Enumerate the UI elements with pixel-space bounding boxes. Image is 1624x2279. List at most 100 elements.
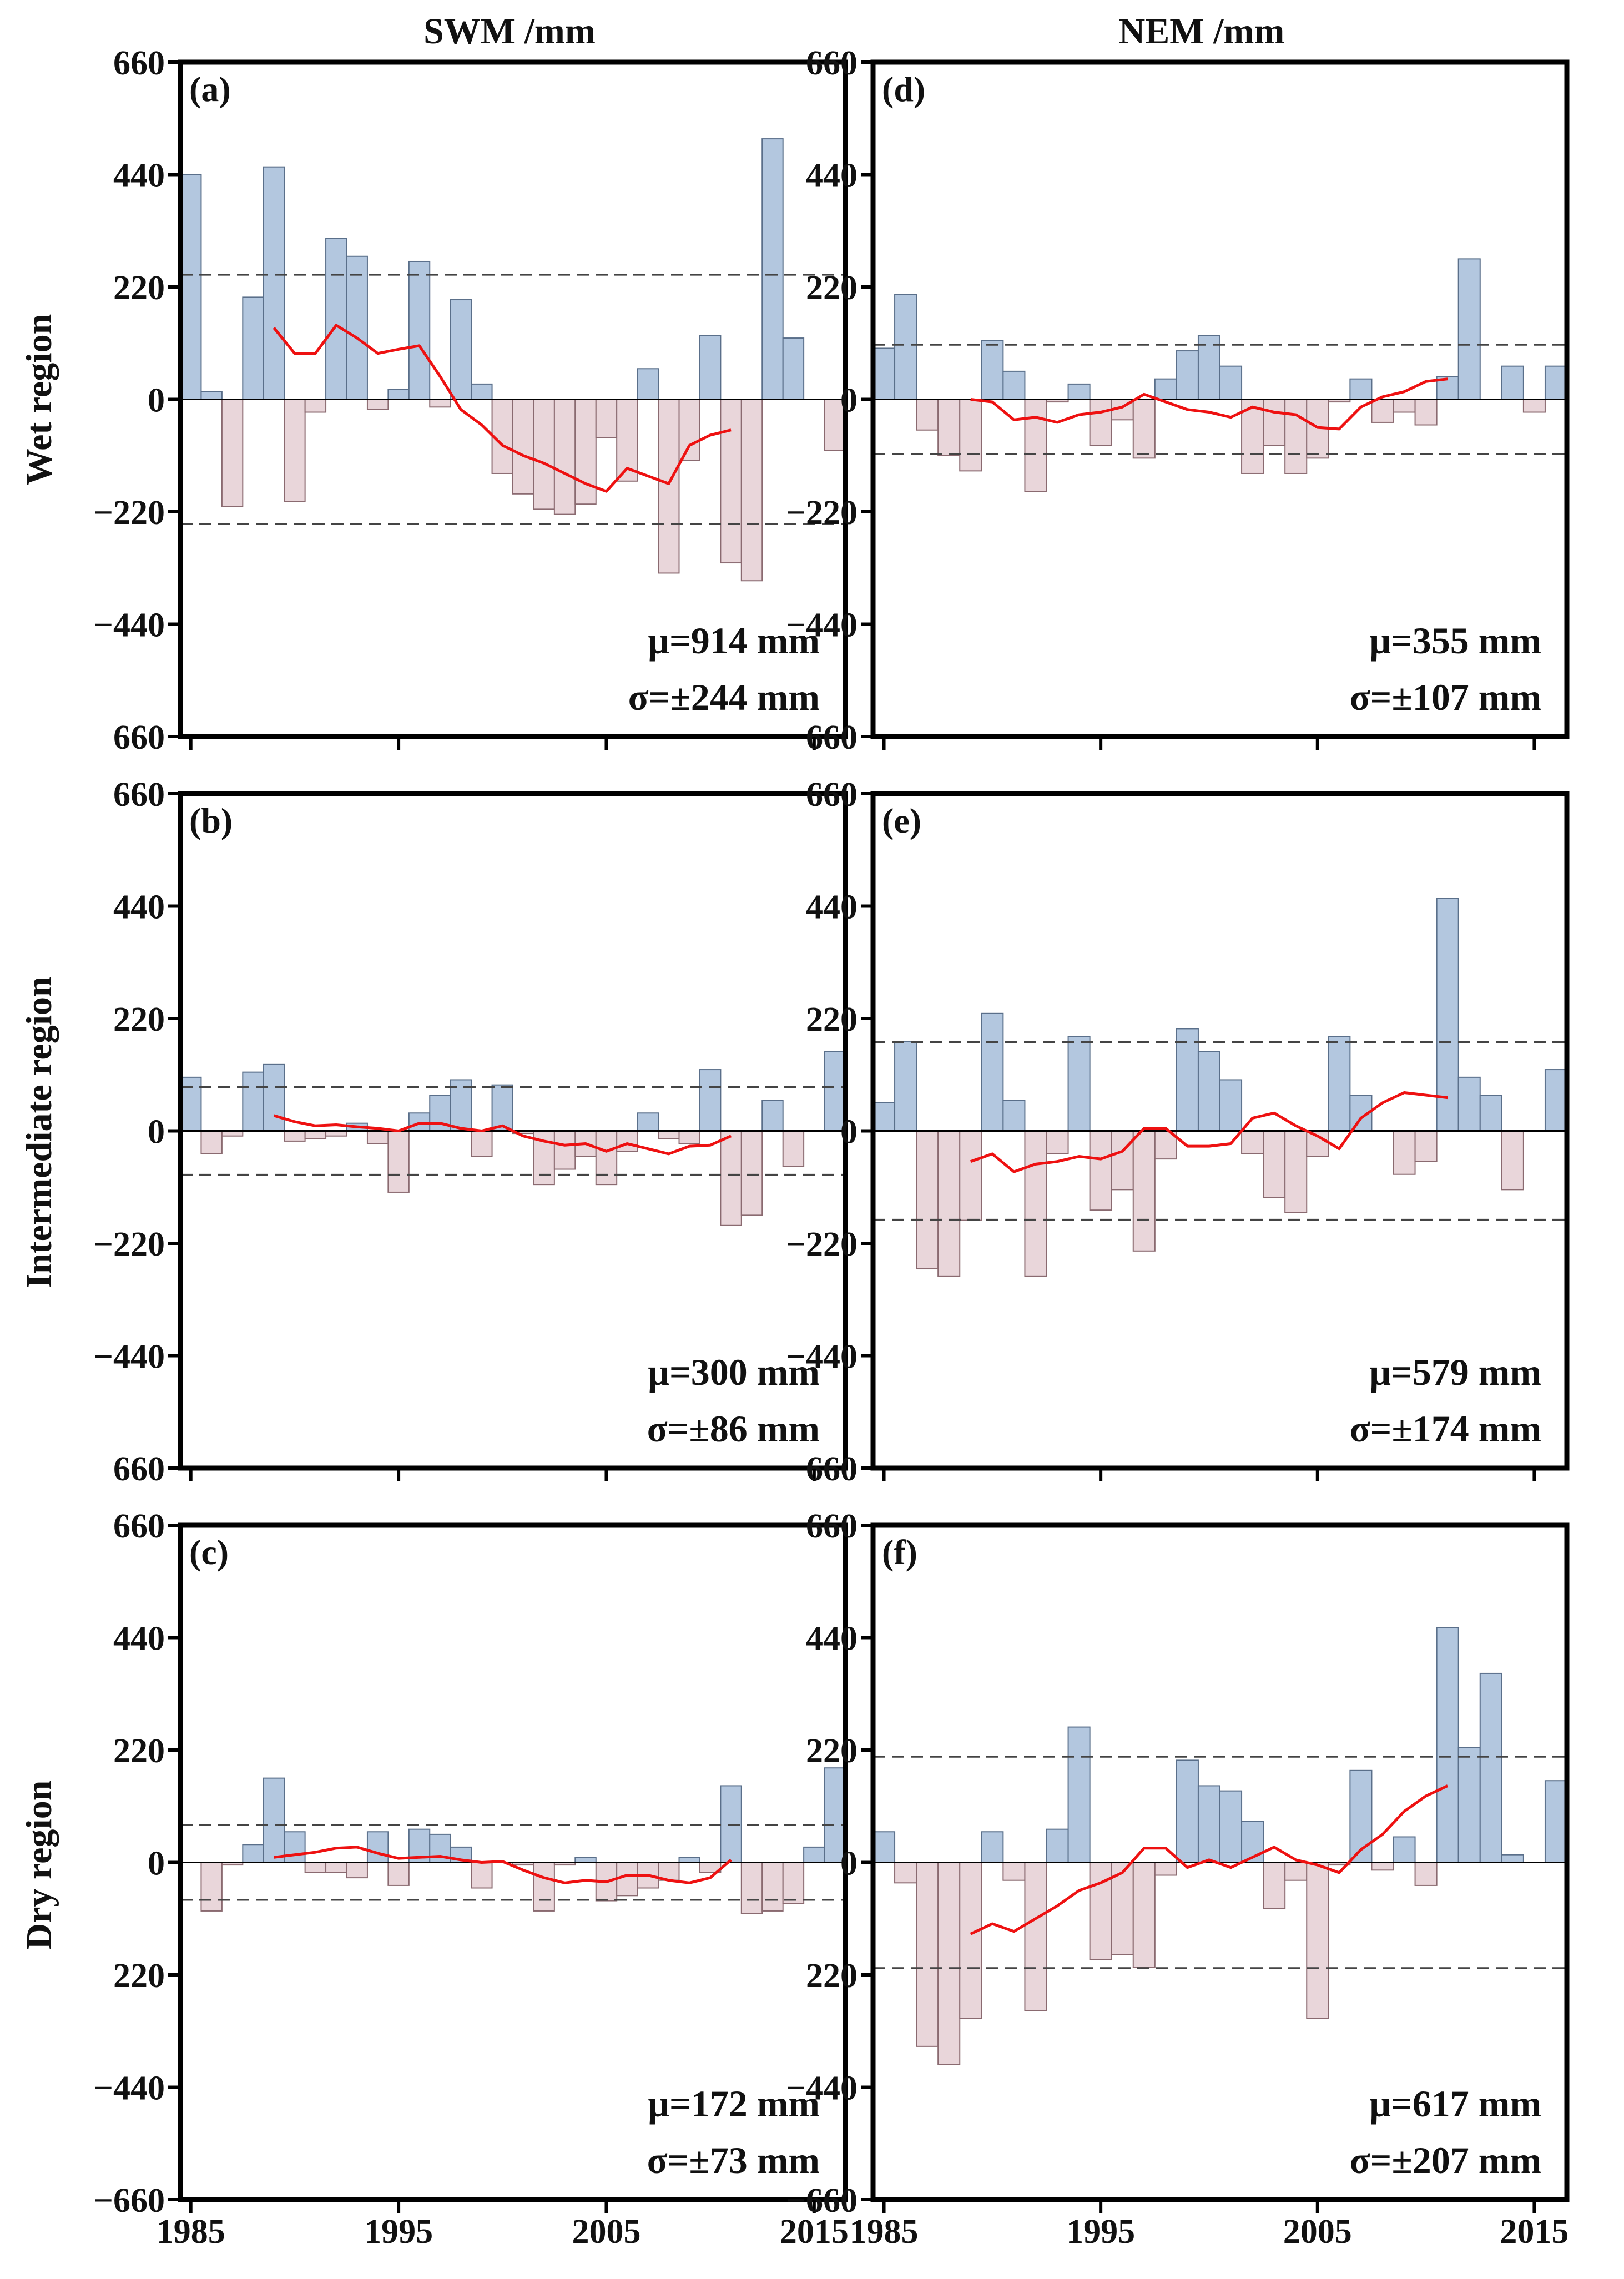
moving-average-line bbox=[274, 1846, 732, 1884]
bar-2005 bbox=[595, 1130, 618, 1186]
panel-label: (f) bbox=[882, 1532, 917, 1572]
mean-label: μ=300 mm bbox=[648, 1351, 820, 1393]
y-tick-label: 440 bbox=[113, 157, 165, 195]
y-tick-label: 0 bbox=[840, 382, 858, 420]
bar-1985 bbox=[180, 1076, 202, 1132]
y-tick-label: 220 bbox=[806, 269, 858, 307]
bar-1996 bbox=[1111, 1130, 1134, 1191]
bar-1997 bbox=[429, 399, 451, 408]
moving-average-line bbox=[970, 1091, 1448, 1173]
bar-2015 bbox=[1522, 399, 1546, 413]
column-title-swm: SWM /mm bbox=[423, 11, 596, 52]
bar-1991 bbox=[304, 1130, 327, 1140]
chart-panel-b: 660 440 220 0 −220 −440 660 (b) μ=300 mm σ=±86 mm bbox=[94, 776, 848, 1488]
moving-average-line bbox=[273, 324, 732, 493]
bar-2001 bbox=[1219, 1790, 1243, 1863]
bar-2011 bbox=[720, 1130, 742, 1226]
sd-label: σ=±174 mm bbox=[1350, 1408, 1541, 1450]
y-tick-label: −440 bbox=[94, 2070, 165, 2107]
bar-2014 bbox=[1501, 1130, 1524, 1191]
bar-1985 bbox=[872, 1831, 896, 1863]
y-tick-label: 440 bbox=[806, 1620, 858, 1658]
bar-2002 bbox=[1241, 1130, 1264, 1154]
bar-2001 bbox=[512, 399, 534, 495]
bar-1994 bbox=[366, 1831, 389, 1863]
y-tick-label: 660 bbox=[806, 776, 858, 814]
bar-1994 bbox=[1067, 1726, 1091, 1863]
y-tick-label: 660 bbox=[113, 1507, 165, 1545]
sd-label: σ=±244 mm bbox=[628, 676, 820, 718]
bar-2014 bbox=[782, 1130, 805, 1167]
bar-2009 bbox=[1393, 1130, 1416, 1175]
y-tick-label: 440 bbox=[806, 889, 858, 926]
bar-1992 bbox=[325, 238, 347, 400]
y-tick-label: −440 bbox=[786, 607, 858, 644]
y-tick-label: 220 bbox=[806, 1001, 858, 1038]
panel-label: (e) bbox=[882, 801, 921, 840]
bar-1990 bbox=[981, 340, 1004, 400]
bar-1987 bbox=[916, 1130, 939, 1270]
bar-2012 bbox=[740, 1862, 763, 1914]
x-tick-label: 1985 bbox=[850, 2213, 919, 2251]
chart-panel-d: 660 440 220 0 −220 −440 660 (d) μ=355 mm σ=±107 m… bbox=[786, 44, 1570, 757]
sd-label: σ=±86 mm bbox=[647, 1408, 820, 1450]
bar-1999 bbox=[471, 1862, 493, 1889]
bar-1990 bbox=[284, 399, 306, 502]
y-tick-label: 0 bbox=[148, 382, 165, 420]
bar-1988 bbox=[242, 296, 264, 400]
panel-label: (d) bbox=[882, 69, 925, 109]
bar-2010 bbox=[1414, 1862, 1438, 1886]
bar-1987 bbox=[916, 1862, 939, 2047]
y-tick-label: 0 bbox=[840, 1113, 858, 1151]
bar-2003 bbox=[553, 1130, 576, 1170]
bar-1987 bbox=[221, 399, 244, 507]
bar-1991 bbox=[304, 1862, 327, 1873]
chart-panel-a: 660 440 220 0 −220 −440 660 (a) μ=914 mm σ=±244 m… bbox=[94, 44, 848, 757]
bar-1997 bbox=[1132, 1130, 1156, 1252]
y-tick-label: 660 bbox=[806, 719, 858, 757]
bar-2006 bbox=[616, 1130, 638, 1152]
bar-1998 bbox=[450, 1079, 472, 1132]
bar-1997 bbox=[1132, 399, 1156, 459]
bar-2003 bbox=[1263, 1862, 1286, 1909]
bar-2009 bbox=[1393, 1836, 1416, 1863]
bar-1994 bbox=[366, 1130, 389, 1144]
bar-2014 bbox=[1501, 365, 1524, 400]
bar-1986 bbox=[894, 1041, 917, 1132]
bar-2001 bbox=[1219, 1079, 1243, 1132]
bar-2013 bbox=[761, 1100, 784, 1132]
bar-2007 bbox=[1349, 1769, 1373, 1863]
bar-1986 bbox=[200, 1862, 223, 1912]
bar-2016 bbox=[1544, 1069, 1567, 1132]
bar-2010 bbox=[699, 335, 722, 400]
bar-1996 bbox=[408, 260, 431, 400]
bar-2011 bbox=[720, 399, 742, 564]
y-tick-label: −440 bbox=[786, 1338, 858, 1376]
y-tick-label: 0 bbox=[148, 1113, 165, 1151]
bar-2000 bbox=[491, 1084, 513, 1132]
bar-2005 bbox=[595, 399, 618, 438]
x-tick-label: 2005 bbox=[1283, 2213, 1352, 2251]
y-tick-label: 220 bbox=[113, 1957, 165, 1995]
bar-2008 bbox=[658, 399, 680, 574]
row-label-intermediate: Intermediate region bbox=[19, 976, 59, 1288]
bar-2002 bbox=[533, 1862, 555, 1912]
bar-2015 bbox=[803, 1846, 825, 1863]
mean-label: μ=914 mm bbox=[648, 619, 820, 662]
bar-1992 bbox=[325, 1862, 347, 1873]
moving-average-line bbox=[970, 377, 1448, 431]
column-title-nem: NEM /mm bbox=[1119, 11, 1285, 52]
bar-1989 bbox=[263, 1777, 285, 1863]
y-tick-label: −440 bbox=[94, 1338, 165, 1376]
bar-2016 bbox=[1544, 1780, 1567, 1863]
bar-2003 bbox=[1263, 1130, 1286, 1198]
bar-2009 bbox=[1393, 399, 1416, 413]
y-tick-label: 0 bbox=[840, 1845, 858, 1883]
bar-1993 bbox=[1046, 1828, 1069, 1863]
bar-1991 bbox=[1002, 370, 1026, 400]
bar-1988 bbox=[242, 1071, 264, 1132]
bar-2012 bbox=[1457, 258, 1481, 400]
bar-2014 bbox=[782, 337, 805, 400]
